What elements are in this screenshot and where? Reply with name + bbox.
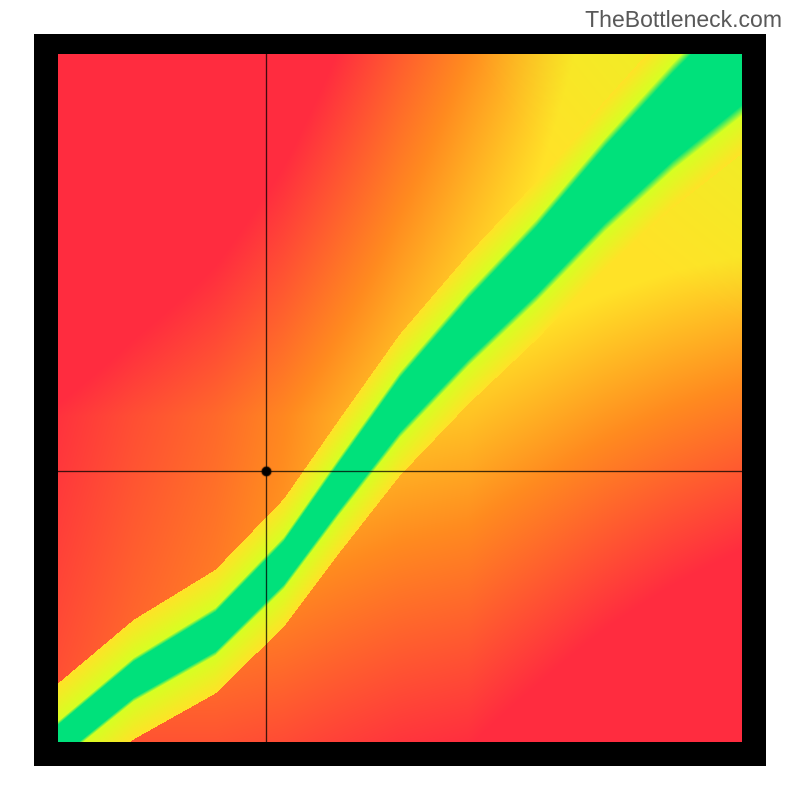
- chart-container: { "watermark": "TheBottleneck.com", "can…: [0, 0, 800, 800]
- watermark-text: TheBottleneck.com: [585, 6, 782, 33]
- crosshair-overlay: [58, 54, 742, 742]
